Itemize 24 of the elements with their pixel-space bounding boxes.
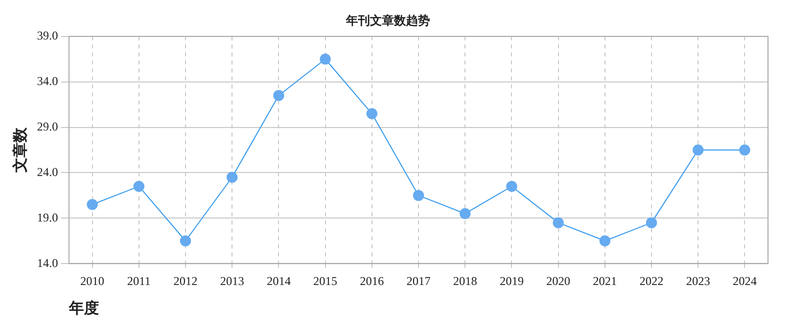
- x-tick-label: 2014: [266, 274, 291, 288]
- x-tick-label: 2010: [80, 274, 104, 288]
- x-tick-label: 2022: [640, 274, 664, 288]
- y-tick-label: 14.0: [37, 256, 58, 270]
- x-tick-label: 2020: [546, 274, 570, 288]
- y-axis-title: 文章数: [10, 126, 29, 174]
- x-tick-label: 2018: [453, 274, 478, 288]
- y-tick-label: 19.0: [37, 210, 58, 224]
- x-tick-label: 2024: [732, 274, 757, 288]
- y-tick-label: 29.0: [37, 119, 58, 134]
- y-tick-label: 34.0: [37, 74, 58, 88]
- x-axis-title: 年度: [68, 298, 99, 317]
- x-tick-label: 2023: [686, 274, 710, 288]
- x-tick-label: 2021: [592, 274, 617, 288]
- x-tick-label: 2013: [220, 274, 244, 288]
- chart-title: 年刊文章数趋势: [345, 13, 430, 28]
- x-tick-label: 2017: [406, 274, 430, 288]
- y-tick-label: 39.0: [37, 28, 58, 43]
- x-tick-label: 2015: [313, 274, 338, 288]
- y-tick-label: 24.0: [37, 164, 58, 179]
- x-tick-label: 2012: [174, 274, 198, 288]
- x-tick-label: 2016: [360, 274, 384, 288]
- x-tick-label: 2019: [500, 274, 524, 288]
- x-tick-label: 2011: [127, 274, 151, 288]
